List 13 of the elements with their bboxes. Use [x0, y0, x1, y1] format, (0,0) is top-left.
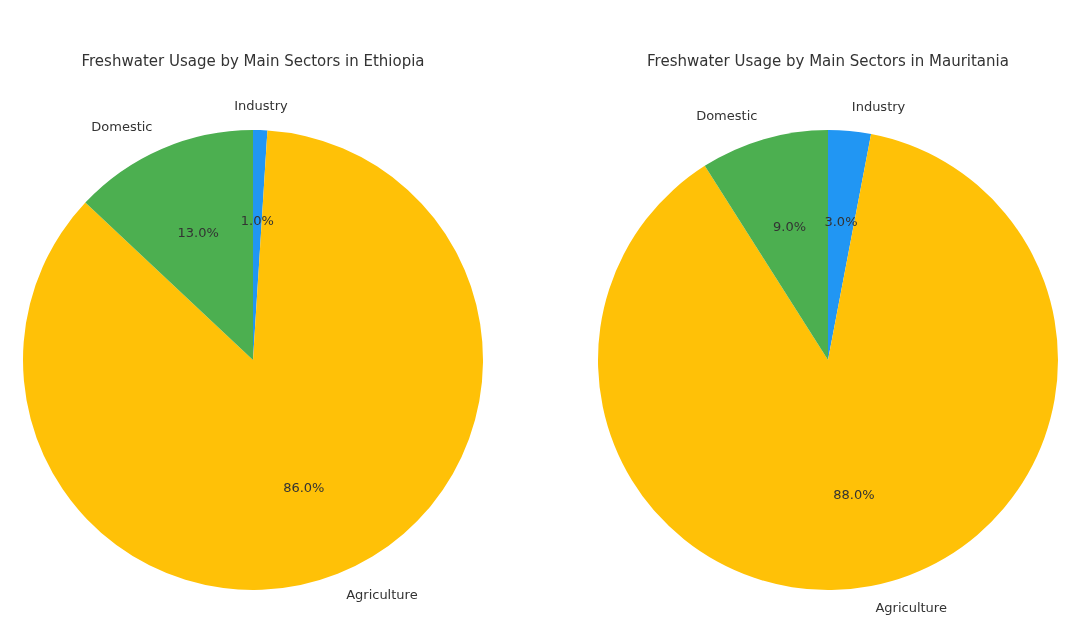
- data-label: 88.0%: [833, 486, 875, 502]
- slice-label: Agriculture: [346, 586, 418, 602]
- slice-label: Industry: [234, 98, 288, 114]
- slice-label: Domestic: [91, 119, 153, 135]
- chart-title: Freshwater Usage by Main Sectors in Mauritania: [647, 51, 1009, 70]
- data-label: 86.0%: [283, 479, 325, 495]
- data-label: 9.0%: [772, 218, 807, 234]
- slice-label: Industry: [851, 99, 906, 115]
- data-label: 1.0%: [240, 213, 274, 229]
- slice-label: Domestic: [696, 108, 758, 124]
- slice-label: Agriculture: [875, 599, 947, 615]
- chart-title: Freshwater Usage by Main Sectors in Ethiopia: [81, 51, 425, 70]
- data-label: 13.0%: [177, 224, 219, 240]
